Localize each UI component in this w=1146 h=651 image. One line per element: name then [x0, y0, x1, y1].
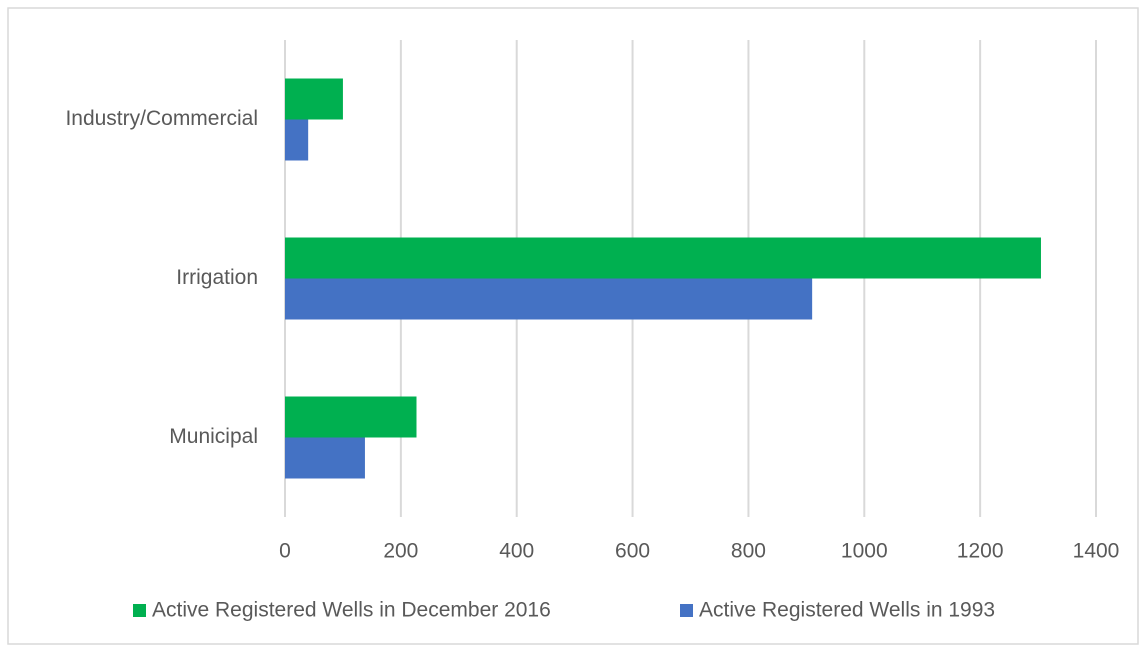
y-tick-label: Irrigation: [176, 266, 258, 289]
x-tick-label: 600: [615, 540, 650, 563]
bar: [285, 237, 1041, 279]
legend-swatch: [680, 604, 693, 617]
x-tick-label: 200: [383, 540, 418, 563]
legend-swatch: [133, 604, 146, 617]
legend-label: Active Registered Wells in December 2016: [152, 599, 551, 622]
x-tick-label: 400: [499, 540, 534, 563]
chart-frame: [7, 7, 1139, 645]
x-tick-label: 1200: [957, 540, 1004, 563]
bar: [285, 396, 417, 438]
legend-label: Active Registered Wells in 1993: [699, 599, 995, 622]
y-tick-label: Industry/Commercial: [65, 107, 258, 130]
x-tick-label: 1400: [1073, 540, 1120, 563]
x-tick-label: 800: [731, 540, 766, 563]
x-tick-label: 0: [279, 540, 291, 563]
bar: [285, 437, 365, 479]
x-tick-label: 1000: [841, 540, 888, 563]
bar: [285, 119, 309, 161]
y-tick-label: Municipal: [169, 425, 258, 448]
bar: [285, 78, 343, 120]
bar: [285, 278, 813, 320]
